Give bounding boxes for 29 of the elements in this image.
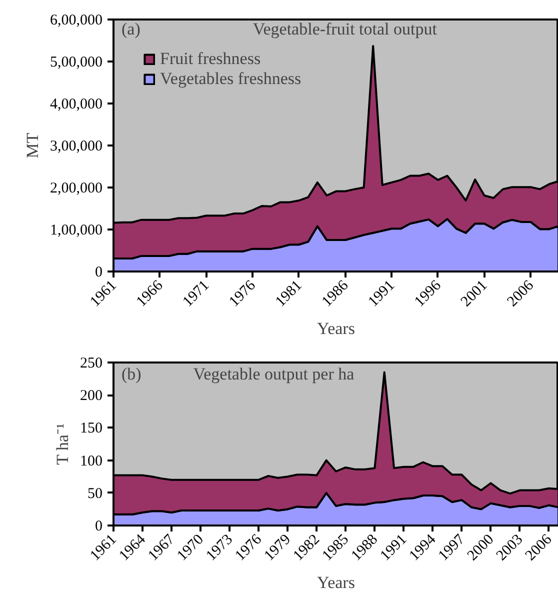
y-tick-label: 1,00,000	[50, 222, 102, 238]
x-tick-label: 1961	[87, 278, 120, 310]
y-tick-label: 5,00,000	[50, 54, 102, 70]
y-axis-title: T ha⁻¹	[53, 423, 72, 465]
y-tick-label: 6,00,000	[50, 12, 102, 28]
x-tick-label: 1961	[87, 532, 120, 564]
x-tick-label: 1971	[180, 278, 213, 310]
y-tick-label: 3,00,000	[50, 138, 102, 154]
y-tick-label: 200	[80, 388, 102, 404]
chart-title: Vegetable-fruit total output	[252, 20, 438, 38]
y-axis-title: MT	[23, 132, 42, 158]
x-axis-title: Years	[317, 572, 355, 592]
legend-label: Fruit freshness	[160, 49, 261, 69]
y-tick-label: 4,00,000	[50, 96, 102, 112]
annotation: (a)	[122, 20, 140, 38]
x-tick-label: 1991	[378, 532, 410, 564]
x-tick-label: 1981	[272, 278, 306, 310]
chart-title: Vegetable output per ha	[193, 364, 355, 384]
y-tick-label: 0	[95, 264, 102, 280]
y-tick-label: 2,00,000	[50, 180, 102, 196]
x-axis-title: Years	[317, 318, 355, 338]
y-tick-label: 0	[95, 518, 102, 534]
y-tick-label: 250	[80, 356, 102, 372]
x-tick-label: 1991	[365, 278, 398, 310]
legend-label: Vegetables freshness	[160, 69, 302, 89]
y-tick-label: 150	[80, 420, 102, 437]
y-tick-label: 100	[80, 453, 102, 470]
annotation: (b)	[122, 364, 142, 384]
y-tick-label: 50	[88, 486, 102, 502]
